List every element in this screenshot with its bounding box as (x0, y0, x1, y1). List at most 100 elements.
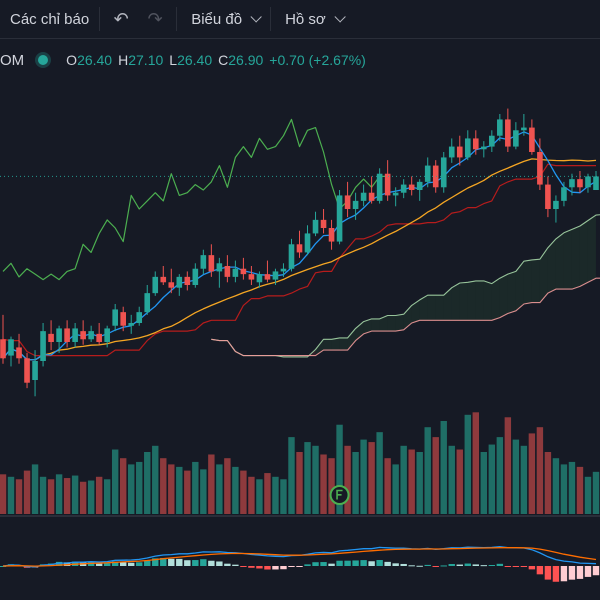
volume-bar (456, 449, 463, 514)
toolbar-divider (99, 7, 101, 31)
volume-bar (216, 464, 223, 514)
macd-histogram-bar (552, 566, 560, 582)
redo-icon: ↷ (147, 8, 163, 29)
volume-bar (224, 458, 231, 514)
candle-body (272, 271, 279, 280)
indicators-button[interactable]: Các chỉ báo (0, 0, 99, 38)
candle-body (376, 173, 383, 201)
volume-bar (376, 432, 383, 514)
candle-body (304, 233, 311, 253)
indicators-label: Các chỉ báo (10, 10, 90, 28)
candle-body (248, 274, 255, 280)
candle-body (96, 333, 102, 342)
close-value: 26.90 (228, 52, 264, 68)
candle-body (513, 130, 519, 147)
candle-body (408, 184, 415, 190)
candle-body (456, 146, 463, 158)
volume-bar (480, 452, 488, 514)
high-value: 27.10 (128, 52, 164, 68)
volume-bar (352, 452, 359, 514)
macd-histogram-bar (384, 561, 391, 566)
chart-menu-button[interactable]: Biểu đồ (177, 0, 270, 38)
candle-body (88, 331, 94, 340)
volume-bar (576, 466, 584, 514)
macd-histogram-bar (480, 565, 488, 567)
macd-histogram-bar (360, 560, 367, 566)
candle-body (216, 263, 223, 272)
macd-histogram-bar (208, 560, 215, 566)
candle-body (416, 181, 423, 190)
candle-body (256, 274, 263, 283)
ichimoku-cloud-segment (563, 229, 572, 290)
ichimoku-cloud-segment (483, 280, 492, 321)
candle-body (489, 135, 495, 147)
ichimoku-cloud-segment (323, 339, 332, 351)
volume-bar (240, 470, 247, 514)
redo-button[interactable]: ↷ (142, 0, 176, 38)
candle-body (593, 176, 599, 190)
macd-histogram-bar (232, 564, 239, 566)
volume-bar (136, 461, 143, 514)
macd-histogram-bar (520, 566, 528, 567)
macd-histogram-bar (55, 561, 63, 566)
macd-histogram-bar (192, 560, 199, 566)
candle-body (352, 200, 359, 209)
candle-body (545, 184, 551, 209)
ichimoku-cloud-segment (355, 321, 364, 341)
candle-body (424, 165, 431, 182)
candle-body (264, 274, 271, 280)
volume-bar (280, 479, 287, 514)
macd-histogram-bar (224, 563, 231, 566)
moving-average-slow-line (2, 158, 597, 361)
volume-bar (184, 470, 191, 514)
macd-histogram-bar (304, 564, 311, 566)
macd-histogram-bar (504, 566, 512, 567)
volume-bar (384, 458, 391, 514)
candle-body (440, 157, 447, 188)
macd-histogram-bar (496, 563, 504, 566)
macd-histogram-bar (528, 566, 536, 570)
candle-body (56, 328, 62, 342)
volume-bar (200, 469, 207, 514)
candle-body (497, 119, 503, 136)
volume-bar (296, 452, 303, 514)
volume-bar (0, 474, 7, 514)
ichimoku-cloud-segment (387, 315, 396, 332)
ichimoku-cloud-segment (443, 287, 452, 321)
volume-bar (536, 427, 544, 514)
candle-body (312, 219, 319, 234)
top-toolbar: Các chỉ báo ↶ ↷ Biểu đồ Hồ sơ (0, 0, 600, 39)
ichimoku-cloud-segment (475, 280, 484, 321)
volume-bar (368, 442, 375, 514)
volume-bar (440, 421, 447, 514)
ichimoku-cloud-segment (331, 337, 340, 351)
candle-body (144, 293, 151, 313)
macd-histogram-bar (344, 560, 351, 566)
volume-bar (63, 478, 71, 514)
macd-histogram-bar (200, 559, 207, 566)
chikou-span-line (2, 118, 388, 281)
candle-body (392, 192, 399, 196)
volume-bar (552, 458, 560, 514)
candle-body (112, 309, 118, 326)
ichimoku-cloud-segment (539, 247, 548, 303)
candle-body (48, 333, 54, 342)
macd-histogram-bar (272, 566, 279, 570)
volume-bar (128, 464, 135, 514)
ichimoku-cloud-segment (379, 315, 388, 332)
volume-bar (592, 471, 600, 514)
symbol-name[interactable]: OM (0, 51, 25, 69)
undo-button[interactable]: ↶ (100, 0, 142, 38)
profile-menu-button[interactable]: Hồ sơ (271, 0, 352, 38)
volume-bar (528, 433, 536, 514)
volume-bar (448, 445, 455, 514)
volume-bar (176, 466, 183, 514)
macd-histogram-bar (168, 558, 175, 566)
ichimoku-cloud-segment (571, 225, 580, 290)
macd-histogram-bar (536, 566, 544, 575)
macd-histogram-bar (184, 560, 191, 566)
ichimoku-cloud-segment (523, 259, 532, 304)
macd-histogram-bar (87, 562, 95, 566)
volume-bar (47, 479, 55, 514)
